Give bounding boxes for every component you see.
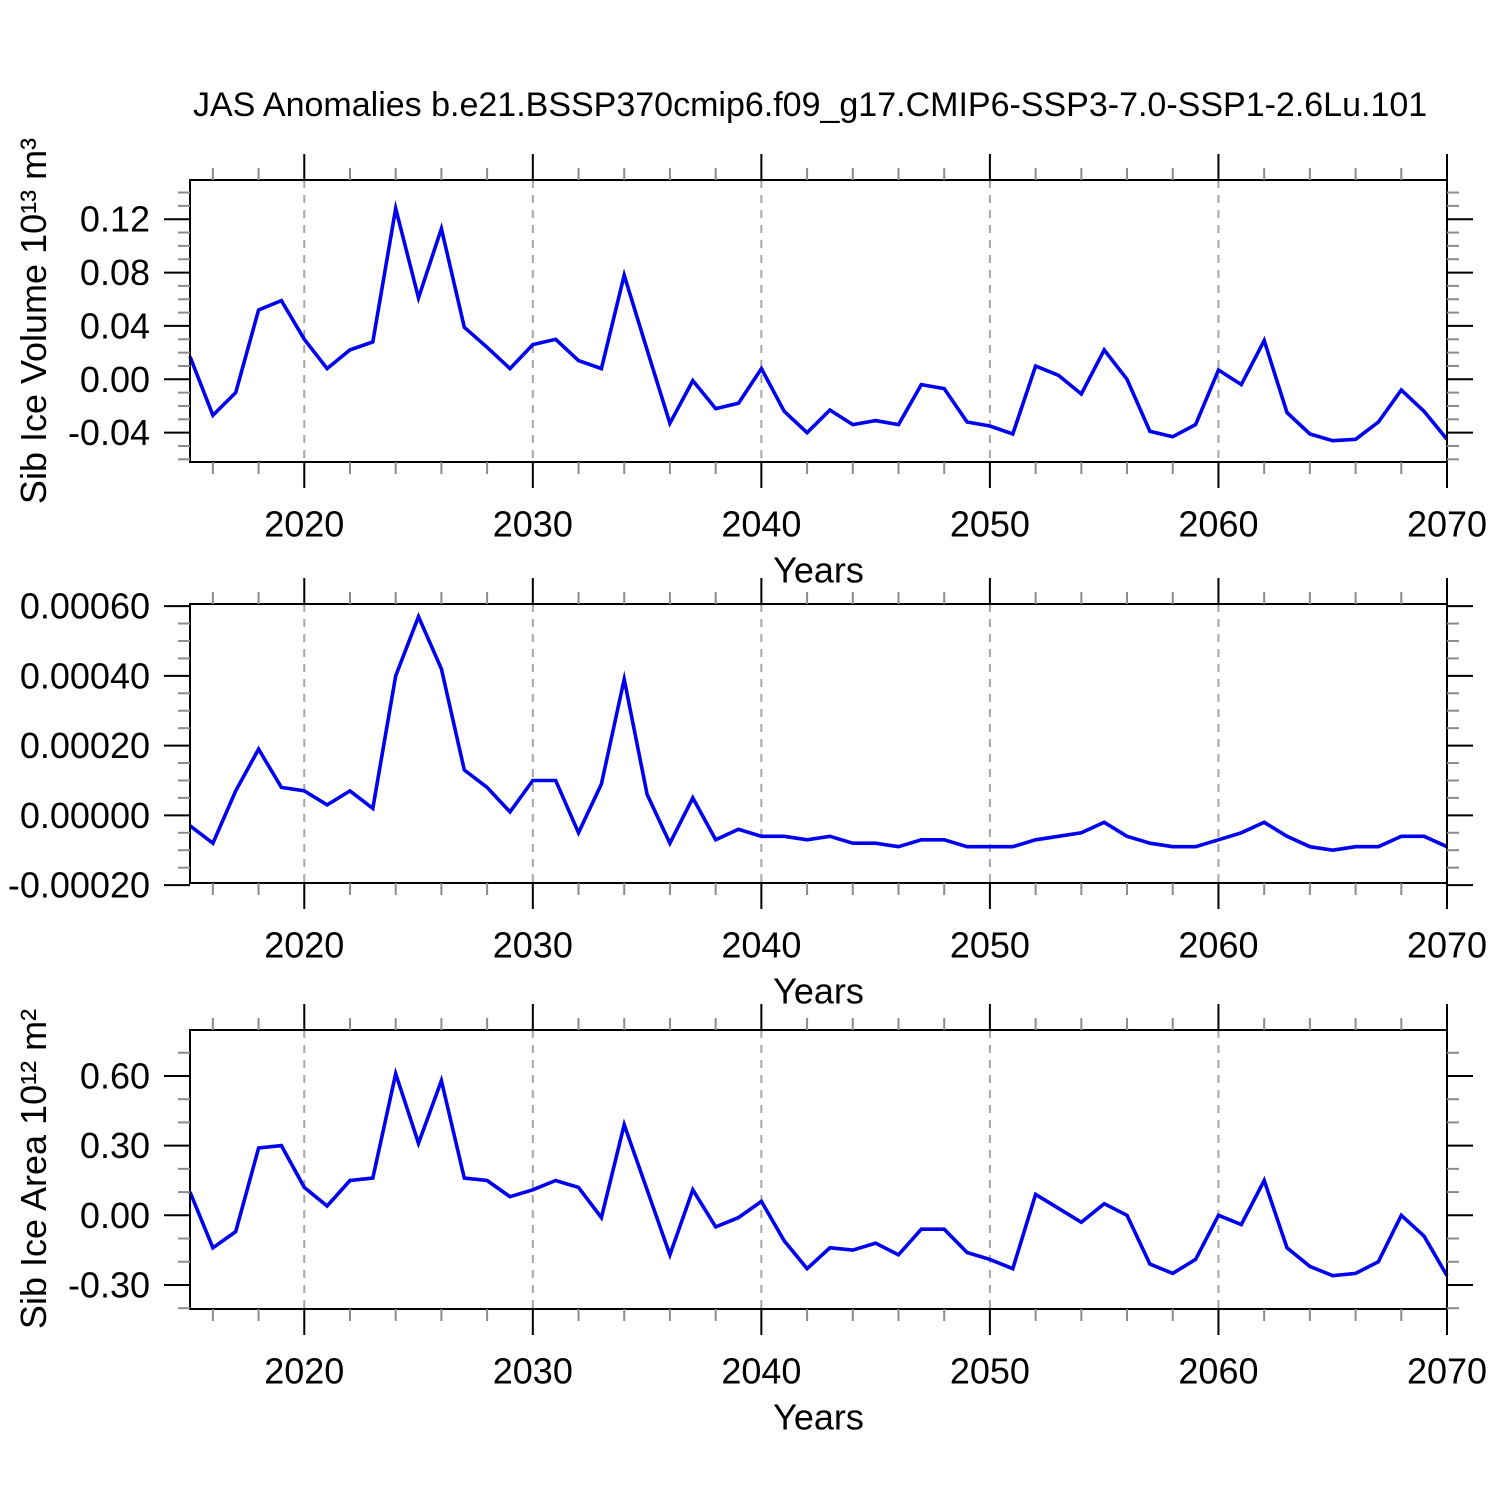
x-tick-label: 2050 — [950, 504, 1030, 545]
y-tick-label: 0.00040 — [20, 655, 150, 696]
y-tick-label: 0.30 — [80, 1125, 150, 1166]
x-tick-label: 2020 — [264, 1351, 344, 1392]
x-tick-label: 2020 — [264, 504, 344, 545]
y-tick-label: 0.00 — [80, 1195, 150, 1236]
panels-group: 2020 2030 2040 2050 2060 2070 0.12 0.08 0.04 0.00… — [8, 154, 1487, 1438]
data-line — [188, 611, 1448, 853]
y-tick-label: -0.00020 — [8, 865, 150, 906]
y-axis-title-ice-area: Sib Ice Area 10¹² m² — [13, 1009, 54, 1329]
y-tick-label: 0.08 — [80, 252, 150, 293]
x-tick-label: 2050 — [950, 1351, 1030, 1392]
y-tick-label: 0.00020 — [20, 725, 150, 766]
panel-2: 2020 2030 2040 2050 2060 2070 0.60 0.30 0.00 -0.3… — [68, 1004, 1487, 1438]
x-tick-label: 2030 — [493, 925, 573, 966]
x-axis-title: Years — [773, 550, 864, 591]
panel-frame — [189, 1029, 1448, 1310]
x-tick-label: 2030 — [493, 1351, 573, 1392]
y-tick-label: -0.04 — [68, 412, 150, 453]
x-tick-label: 2050 — [950, 925, 1030, 966]
x-axis-title: Years — [773, 971, 864, 1012]
panel-frame — [189, 603, 1448, 884]
y-axis-title-ice-volume: Sib Ice Volume 10¹³ m³ — [13, 138, 54, 504]
x-axis-title: Years — [773, 1397, 864, 1438]
x-tick-label: 2070 — [1407, 504, 1487, 545]
y-tick-label: 0.60 — [80, 1055, 150, 1096]
panel-frame — [189, 179, 1448, 463]
y-tick-label: -0.30 — [68, 1264, 150, 1305]
y-tick-label: 0.00060 — [20, 586, 150, 627]
x-tick-label: 2070 — [1407, 925, 1487, 966]
x-tick-label: 2070 — [1407, 1351, 1487, 1392]
data-line — [188, 199, 1449, 443]
y-tick-label: 0.04 — [80, 305, 150, 346]
panel-1: 2020 2030 2040 2050 2060 2070 0.00060 0.00040 0.… — [8, 578, 1487, 1012]
x-tick-label: 2060 — [1178, 1351, 1258, 1392]
panel-0: 2020 2030 2040 2050 2060 2070 0.12 0.08 0.04 0.00… — [68, 154, 1487, 591]
x-tick-label: 2060 — [1178, 925, 1258, 966]
x-tick-label: 2060 — [1178, 504, 1258, 545]
x-tick-label: 2040 — [721, 504, 801, 545]
y-tick-label: 0.12 — [80, 199, 150, 240]
figure-title: JAS Anomalies b.e21.BSSP370cmip6.f09_g17… — [193, 86, 1428, 124]
x-tick-label: 2030 — [493, 504, 573, 545]
x-tick-label: 2020 — [264, 925, 344, 966]
y-tick-label: 0.00 — [80, 359, 150, 400]
x-tick-label: 2040 — [721, 1351, 801, 1392]
x-tick-label: 2040 — [721, 925, 801, 966]
y-tick-label: 0.00000 — [20, 795, 150, 836]
data-line — [188, 1066, 1449, 1278]
